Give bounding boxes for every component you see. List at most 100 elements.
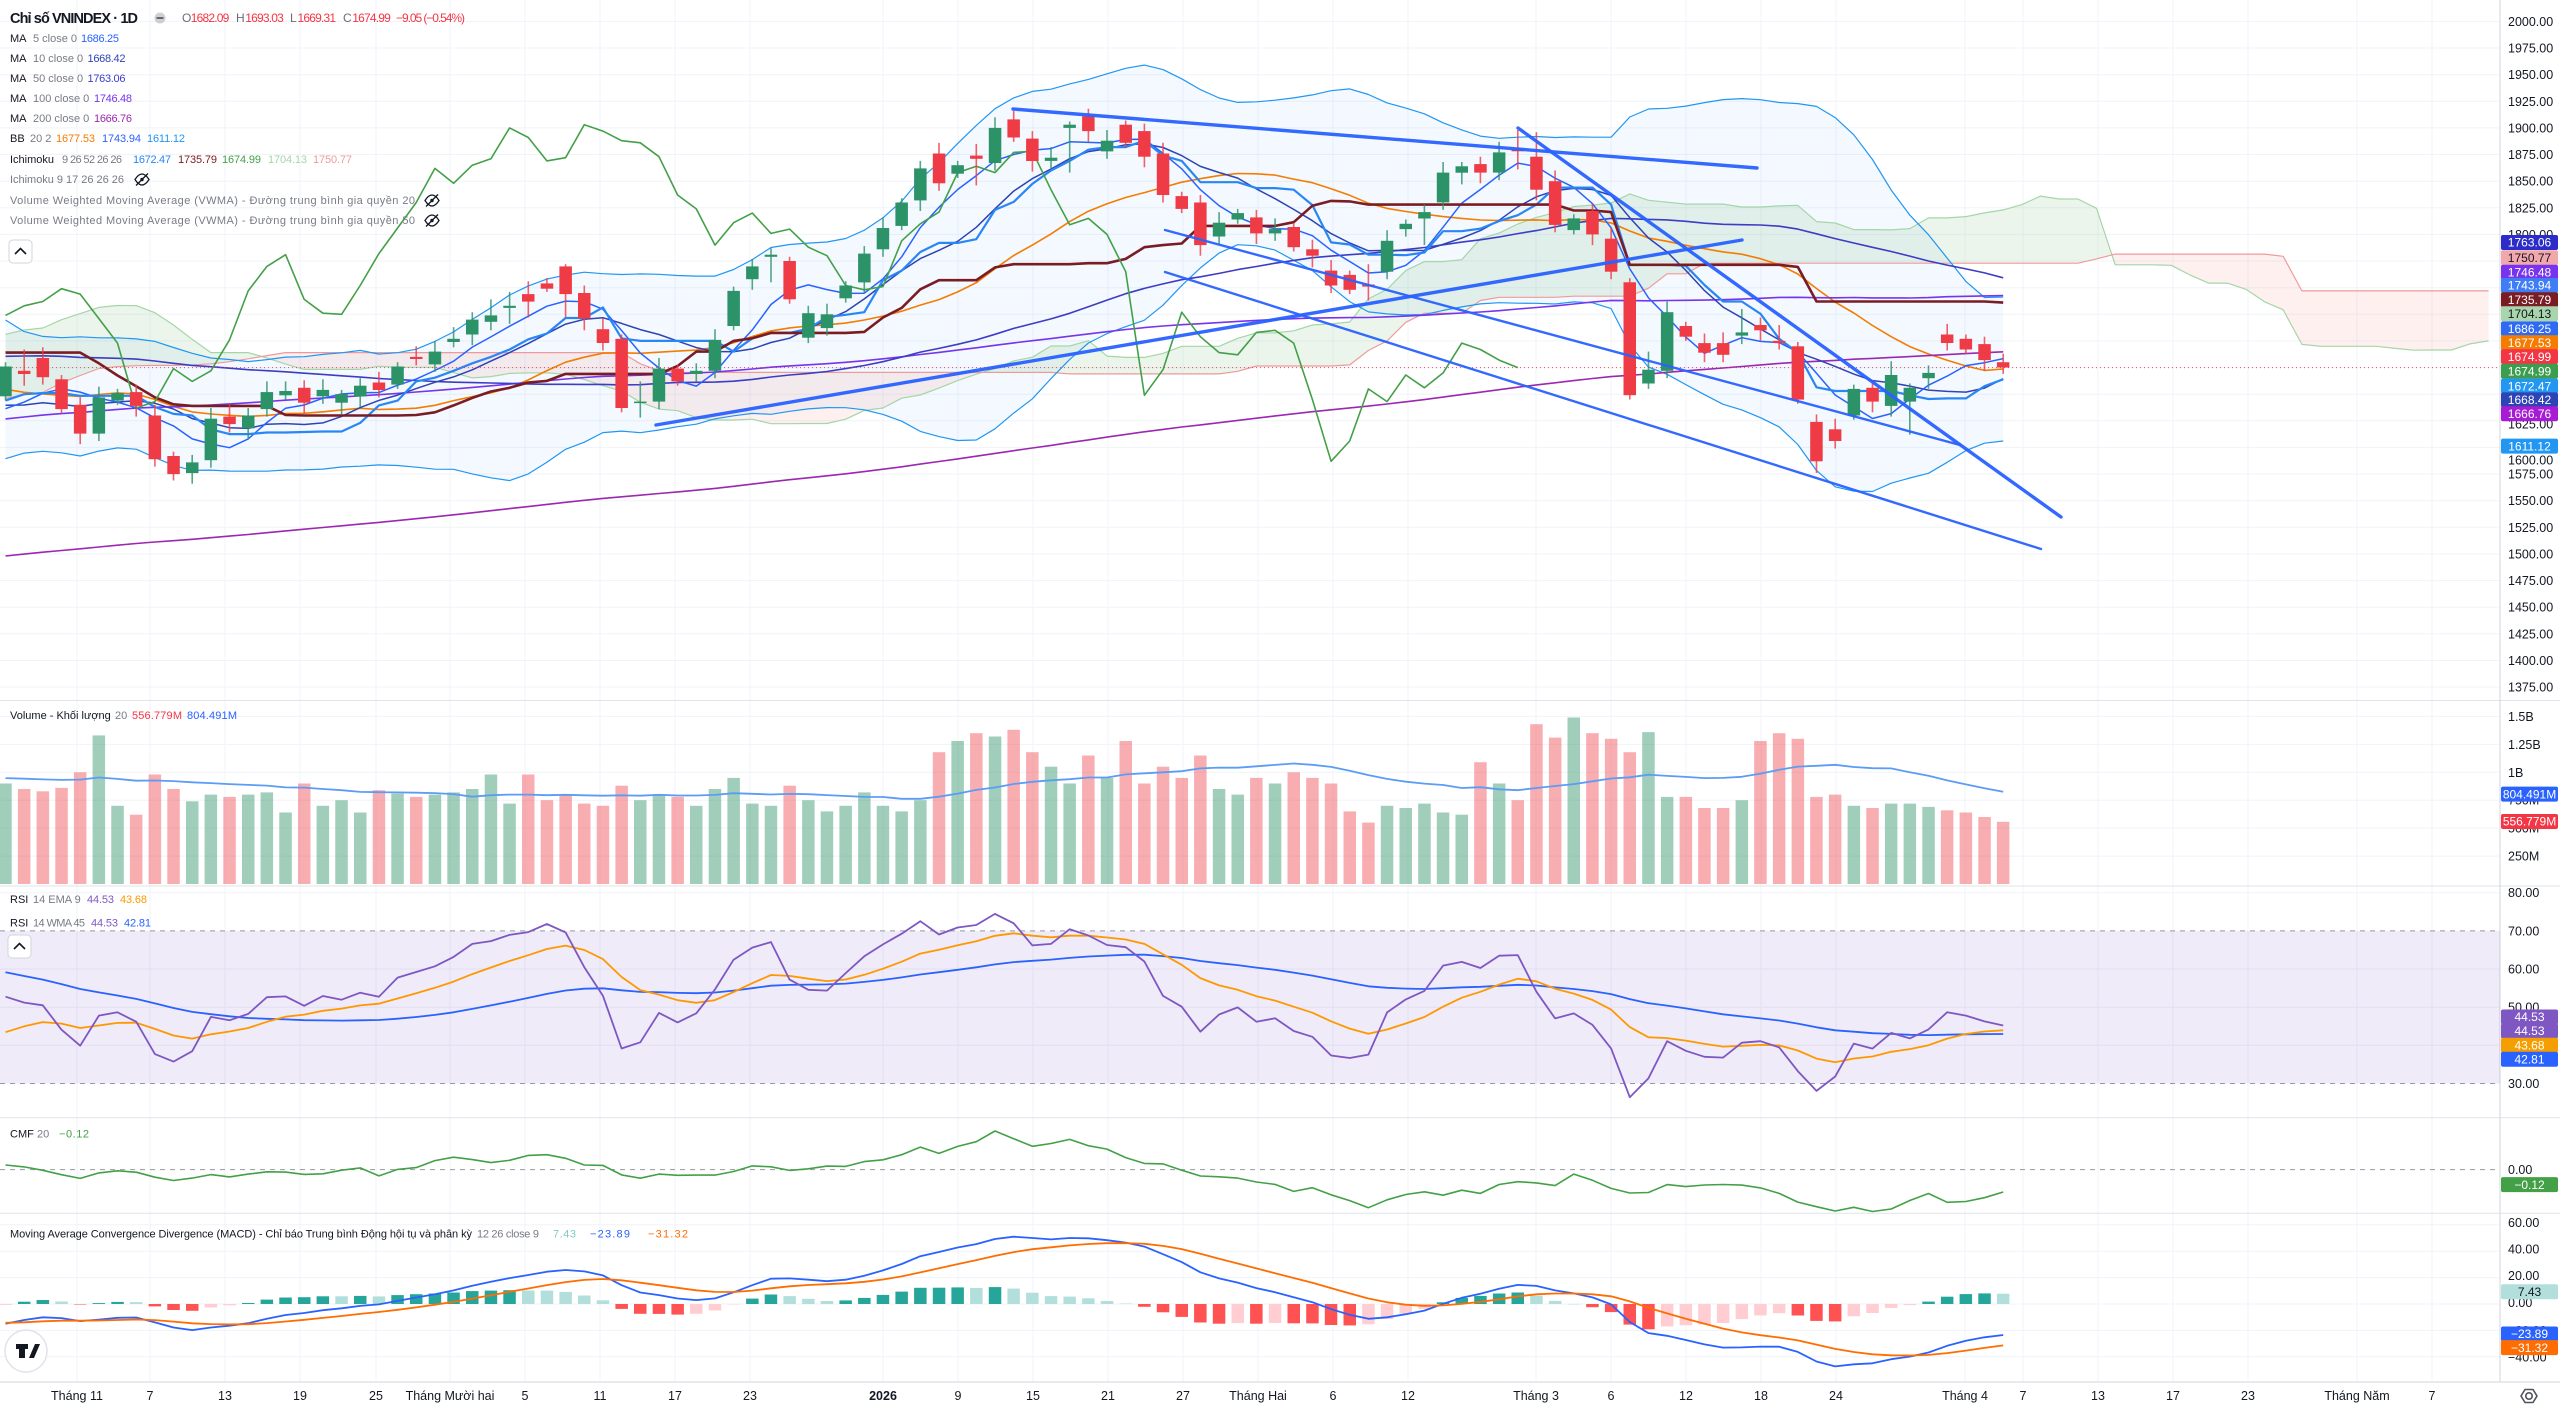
svg-text:1950.00: 1950.00 xyxy=(2508,68,2553,82)
svg-text:44.53: 44.53 xyxy=(2514,1024,2544,1038)
svg-text:−23.89: −23.89 xyxy=(2511,1327,2548,1341)
svg-text:Ichimoku: Ichimoku xyxy=(10,154,54,166)
svg-text:Volume - Khối lượng: Volume - Khối lượng xyxy=(10,710,111,722)
svg-text:14 WMA 45: 14 WMA 45 xyxy=(33,918,85,930)
svg-text:7: 7 xyxy=(2429,1389,2436,1403)
svg-text:1686.25: 1686.25 xyxy=(81,33,119,45)
svg-text:Volume Weighted Moving Average: Volume Weighted Moving Average (VWMA) - … xyxy=(10,215,415,227)
svg-text:60.00: 60.00 xyxy=(2508,963,2539,977)
svg-text:7: 7 xyxy=(147,1389,154,1403)
svg-text:1763.06: 1763.06 xyxy=(2508,236,2552,250)
svg-text:1672.47: 1672.47 xyxy=(133,154,171,166)
svg-text:1550.00: 1550.00 xyxy=(2508,494,2553,508)
svg-text:1750.77: 1750.77 xyxy=(2508,251,2552,265)
svg-text:1674.99: 1674.99 xyxy=(2508,365,2552,379)
svg-text:Moving Average Convergence Div: Moving Average Convergence Divergence (M… xyxy=(10,1229,473,1241)
svg-text:−0.12: −0.12 xyxy=(59,1129,89,1141)
svg-text:44.53: 44.53 xyxy=(87,894,114,906)
svg-text:0.00: 0.00 xyxy=(2508,1163,2532,1177)
svg-text:11: 11 xyxy=(594,1389,607,1403)
svg-text:200 close 0: 200 close 0 xyxy=(33,113,89,125)
svg-text:1693.03: 1693.03 xyxy=(245,11,284,25)
svg-text:17: 17 xyxy=(2166,1389,2180,1403)
svg-text:5: 5 xyxy=(522,1389,529,1403)
svg-text:24: 24 xyxy=(1829,1389,1843,1403)
svg-text:1525.00: 1525.00 xyxy=(2508,521,2553,535)
svg-text:Ichimoku 9 17 26 26 26: Ichimoku 9 17 26 26 26 xyxy=(10,174,124,186)
svg-text:2026: 2026 xyxy=(869,1389,897,1403)
svg-text:1425.00: 1425.00 xyxy=(2508,627,2553,641)
svg-text:20 2: 20 2 xyxy=(30,133,51,145)
svg-text:19: 19 xyxy=(293,1389,307,1403)
svg-text:1677.53: 1677.53 xyxy=(2508,336,2552,350)
svg-text:Tháng 4: Tháng 4 xyxy=(1942,1389,1988,1403)
svg-text:23: 23 xyxy=(2241,1389,2255,1403)
svg-text:Tháng 3: Tháng 3 xyxy=(1513,1389,1559,1403)
svg-text:RSI: RSI xyxy=(10,894,28,906)
svg-text:L: L xyxy=(290,11,297,25)
svg-text:2000.00: 2000.00 xyxy=(2508,15,2553,29)
svg-text:1400.00: 1400.00 xyxy=(2508,654,2553,668)
svg-text:17: 17 xyxy=(668,1389,682,1403)
svg-text:MA: MA xyxy=(10,33,27,45)
svg-text:12 26 close 9: 12 26 close 9 xyxy=(477,1229,539,1241)
svg-text:6: 6 xyxy=(1608,1389,1615,1403)
svg-text:9 26 52 26 26: 9 26 52 26 26 xyxy=(62,154,122,166)
svg-text:44.53: 44.53 xyxy=(91,918,118,930)
svg-text:Tháng 11: Tháng 11 xyxy=(51,1389,103,1403)
svg-text:13: 13 xyxy=(218,1389,232,1403)
svg-text:1674.99: 1674.99 xyxy=(222,154,261,166)
svg-text:10 close 0: 10 close 0 xyxy=(33,53,83,65)
svg-text:6: 6 xyxy=(1330,1389,1337,1403)
svg-text:1875.00: 1875.00 xyxy=(2508,148,2553,162)
svg-text:25: 25 xyxy=(369,1389,383,1403)
svg-text:−31.32: −31.32 xyxy=(2511,1341,2548,1355)
svg-text:MA: MA xyxy=(10,53,27,65)
svg-text:7: 7 xyxy=(2020,1389,2027,1403)
svg-text:7.43: 7.43 xyxy=(553,1229,576,1241)
svg-text:1B: 1B xyxy=(2508,766,2523,780)
svg-text:13: 13 xyxy=(2091,1389,2105,1403)
svg-text:60.00: 60.00 xyxy=(2508,1216,2539,1230)
svg-text:Chỉ số VNINDEX · 1D: Chỉ số VNINDEX · 1D xyxy=(10,11,138,27)
svg-text:1850.00: 1850.00 xyxy=(2508,175,2553,189)
svg-text:15: 15 xyxy=(1026,1389,1040,1403)
svg-text:1611.12: 1611.12 xyxy=(2508,439,2551,453)
svg-text:1975.00: 1975.00 xyxy=(2508,42,2553,56)
svg-text:1669.31: 1669.31 xyxy=(298,11,337,25)
svg-text:CMF: CMF xyxy=(10,1129,34,1141)
svg-text:12: 12 xyxy=(1679,1389,1693,1403)
svg-text:30.00: 30.00 xyxy=(2508,1077,2539,1091)
svg-text:1704.13: 1704.13 xyxy=(268,154,307,166)
svg-text:1.25B: 1.25B xyxy=(2508,738,2541,752)
svg-text:42.81: 42.81 xyxy=(2514,1053,2544,1067)
svg-text:MA: MA xyxy=(10,93,27,105)
svg-text:7.43: 7.43 xyxy=(2518,1285,2542,1299)
svg-text:1925.00: 1925.00 xyxy=(2508,95,2553,109)
svg-text:1743.94: 1743.94 xyxy=(102,133,141,145)
svg-text:1900.00: 1900.00 xyxy=(2508,121,2553,135)
svg-text:250M: 250M xyxy=(2508,850,2539,864)
svg-text:Volume Weighted Moving Average: Volume Weighted Moving Average (VWMA) - … xyxy=(10,195,415,207)
svg-text:1666.76: 1666.76 xyxy=(2508,407,2552,421)
svg-text:1735.79: 1735.79 xyxy=(2508,293,2552,307)
svg-text:1674.99: 1674.99 xyxy=(2508,350,2552,364)
svg-text:42.81: 42.81 xyxy=(124,918,151,930)
svg-text:804.491M: 804.491M xyxy=(187,710,237,722)
svg-text:−23.89: −23.89 xyxy=(590,1229,630,1241)
svg-text:1750.77: 1750.77 xyxy=(313,154,352,166)
svg-text:43.68: 43.68 xyxy=(120,894,147,906)
svg-text:1746.48: 1746.48 xyxy=(94,93,132,105)
svg-text:1763.06: 1763.06 xyxy=(88,73,126,85)
svg-text:556.779M: 556.779M xyxy=(132,710,182,722)
svg-text:12: 12 xyxy=(1401,1389,1415,1403)
svg-text:20: 20 xyxy=(115,710,127,722)
svg-text:5 close 0: 5 close 0 xyxy=(33,33,77,45)
svg-text:−0.12: −0.12 xyxy=(2514,1178,2545,1192)
svg-text:43.68: 43.68 xyxy=(2514,1038,2544,1052)
svg-text:1704.13: 1704.13 xyxy=(2508,307,2552,321)
svg-text:MA: MA xyxy=(10,73,27,85)
svg-text:1735.79: 1735.79 xyxy=(178,154,217,166)
svg-text:Tháng Mười hai: Tháng Mười hai xyxy=(406,1389,495,1403)
svg-text:1682.09: 1682.09 xyxy=(191,11,230,25)
